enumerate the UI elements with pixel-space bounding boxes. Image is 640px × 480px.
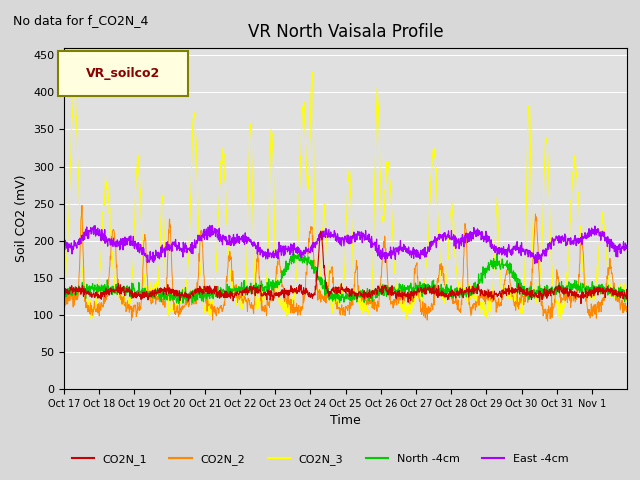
Y-axis label: Soil CO2 (mV): Soil CO2 (mV) (15, 175, 28, 262)
Text: VR_soilco2: VR_soilco2 (86, 67, 160, 80)
Text: No data for f_CO2N_4: No data for f_CO2N_4 (13, 14, 148, 27)
Title: VR North Vaisala Profile: VR North Vaisala Profile (248, 23, 444, 41)
X-axis label: Time: Time (330, 414, 361, 427)
FancyBboxPatch shape (58, 51, 188, 96)
Legend: CO2N_1, CO2N_2, CO2N_3, North -4cm, East -4cm: CO2N_1, CO2N_2, CO2N_3, North -4cm, East… (67, 450, 573, 469)
